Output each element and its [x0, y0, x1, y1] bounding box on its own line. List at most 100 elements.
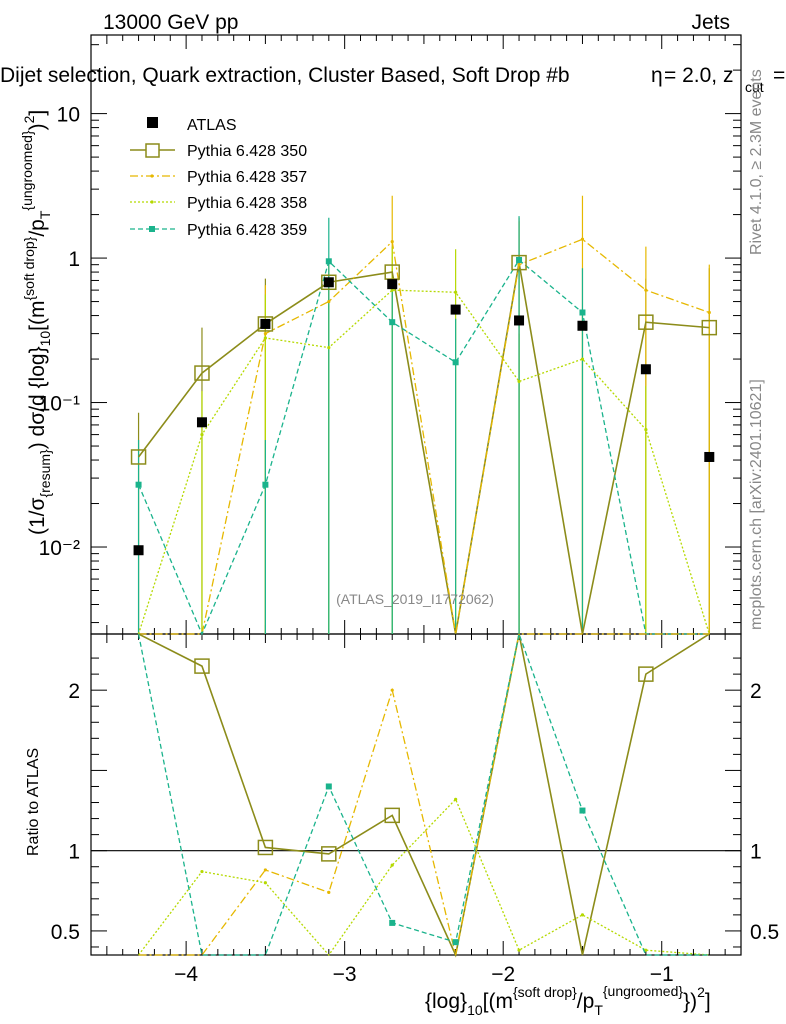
- selection-title-end: =: [773, 64, 785, 87]
- marker-1: [580, 237, 585, 241]
- rivet-label: Rivet 4.1.0, ≥ 2.3M events: [748, 69, 765, 255]
- ratio-marker-3: [452, 939, 459, 946]
- marker-0: [321, 274, 337, 291]
- ratio-marker-2: [644, 948, 648, 952]
- ratio-marker-3: [389, 919, 396, 926]
- ratio-tick-label-right: 2: [750, 680, 762, 703]
- ylabel-ungroomed: {ungroomed}: [19, 130, 35, 211]
- xlabel-close: ]: [705, 990, 711, 1013]
- xlabel-ten: 10: [467, 1002, 483, 1018]
- x-axis-label: {log}10[(m{soft drop}/pT{ungroomed}})2]: [425, 983, 711, 1018]
- legend-marker-358: [150, 200, 154, 204]
- ratio-tick-label: 1: [68, 841, 80, 864]
- data-point: [387, 279, 398, 290]
- ylabel-close: ]: [26, 110, 49, 116]
- series-lines: [137, 238, 710, 636]
- xlabel-sd: {soft drop}: [513, 984, 577, 1000]
- legend-label-350: Pythia 6.428 350: [187, 143, 307, 160]
- ratio-marker-0: [638, 666, 654, 682]
- series-line-0: [137, 262, 710, 635]
- ratio-marker-2: [263, 881, 267, 885]
- y-tick-label: 10⁻²: [39, 537, 80, 560]
- xlabel-sq: 2: [697, 984, 705, 1000]
- series-line-1: [138, 238, 710, 635]
- ratio-marker-1: [263, 868, 267, 872]
- ratio-marker-0: [321, 846, 337, 862]
- ylabel-sq: 2: [21, 115, 37, 123]
- marker-0: [194, 365, 210, 381]
- marker-1: [707, 310, 711, 315]
- selection-title-sub: cut: [745, 79, 764, 95]
- data-point: [323, 277, 334, 288]
- x-tick-label: −1: [650, 963, 674, 986]
- ylabel-prefix: (1/σ: [26, 497, 49, 535]
- ylabel-ten: 10: [37, 331, 53, 347]
- ratio-marker-2: [200, 869, 204, 874]
- ylabel-resum: {resum}: [37, 449, 53, 498]
- ratio-marker-3: [325, 783, 332, 790]
- legend-marker-359: [149, 226, 155, 232]
- ratio-panel-frame: [90, 633, 742, 956]
- marker-0: [701, 319, 718, 336]
- ratio-line-3: [137, 631, 710, 956]
- selection-title-main: Dijet selection, Quark extraction, Clust…: [0, 64, 570, 87]
- legend-label-357: Pythia 6.428 357: [187, 169, 307, 186]
- ratio-marker-0: [384, 807, 400, 824]
- ratio-line-1: [138, 633, 710, 956]
- selection-title-suffix: = 2.0, z: [664, 64, 733, 87]
- xlabel-over: /p: [577, 990, 595, 1013]
- ylabel-mid: ) dσ/d {log}: [26, 346, 49, 449]
- xlabel-ungroomed: {ungroomed}: [603, 983, 684, 999]
- data-point: [514, 315, 525, 326]
- legend-marker-357: [150, 174, 154, 178]
- category-label: Jets: [691, 11, 730, 34]
- ratio-marker-2: [454, 797, 458, 801]
- selection-title: Dijet selection, Quark extraction, Clust…: [0, 64, 570, 87]
- y-tick-label: 1: [68, 248, 80, 271]
- marker-1: [644, 288, 648, 292]
- ratio-line-0: [138, 633, 710, 958]
- legend-marker-data: [147, 117, 158, 128]
- watermark: (ATLAS_2019_I1772062): [336, 591, 494, 607]
- ratio-marker-1: [327, 890, 331, 895]
- x-tick-label: −3: [333, 963, 357, 986]
- ratio-series: [137, 631, 710, 958]
- tick-labels: −4 −3 −2 −1 10⁻² 10⁻¹ 1 10 0.5 0.5 1 1 2 2: [39, 104, 780, 986]
- ratio-marker-3: [579, 807, 586, 814]
- data-point: [260, 318, 271, 329]
- marker-2: [263, 336, 267, 340]
- xlabel-t: T: [594, 1002, 603, 1018]
- y-axis-label-main: (1/σ{resum}) dσ/d {log}10[(m{soft drop}/…: [19, 110, 53, 535]
- series-line-3: [137, 259, 710, 636]
- marker-3: [389, 319, 396, 326]
- marker-2: [200, 432, 204, 437]
- legend-label-358: Pythia 6.428 358: [187, 195, 307, 212]
- xlabel-inner: [(m: [483, 990, 513, 1013]
- y-tick-label: 10: [57, 104, 80, 127]
- ratio-marker-1: [390, 688, 394, 692]
- xlabel-prefix: {log}: [425, 990, 467, 1013]
- y-tick-label: 10⁻¹: [39, 393, 80, 416]
- marker-3: [452, 359, 459, 366]
- ratio-marker-0: [257, 839, 274, 856]
- ylabel-inner: [(m: [26, 301, 49, 331]
- marker-0: [638, 314, 654, 330]
- energy-label: 13000 GeV pp: [103, 11, 238, 34]
- marker-2: [327, 346, 331, 350]
- data-point: [196, 417, 207, 428]
- marker-0: [511, 254, 527, 271]
- marker-2: [580, 357, 585, 361]
- data-point: [133, 545, 144, 556]
- marker-1: [263, 332, 267, 336]
- ratio-marker-2: [517, 948, 521, 952]
- axis-ticks: [90, 35, 741, 955]
- ylabel-over: /p: [26, 219, 49, 237]
- marker-1: [390, 240, 394, 244]
- marker-2: [454, 290, 458, 294]
- data-point: [640, 364, 651, 375]
- xlabel-end: }): [683, 990, 697, 1013]
- data-point: [450, 304, 461, 315]
- x-tick-label: −2: [491, 963, 515, 986]
- data-point: [577, 320, 588, 331]
